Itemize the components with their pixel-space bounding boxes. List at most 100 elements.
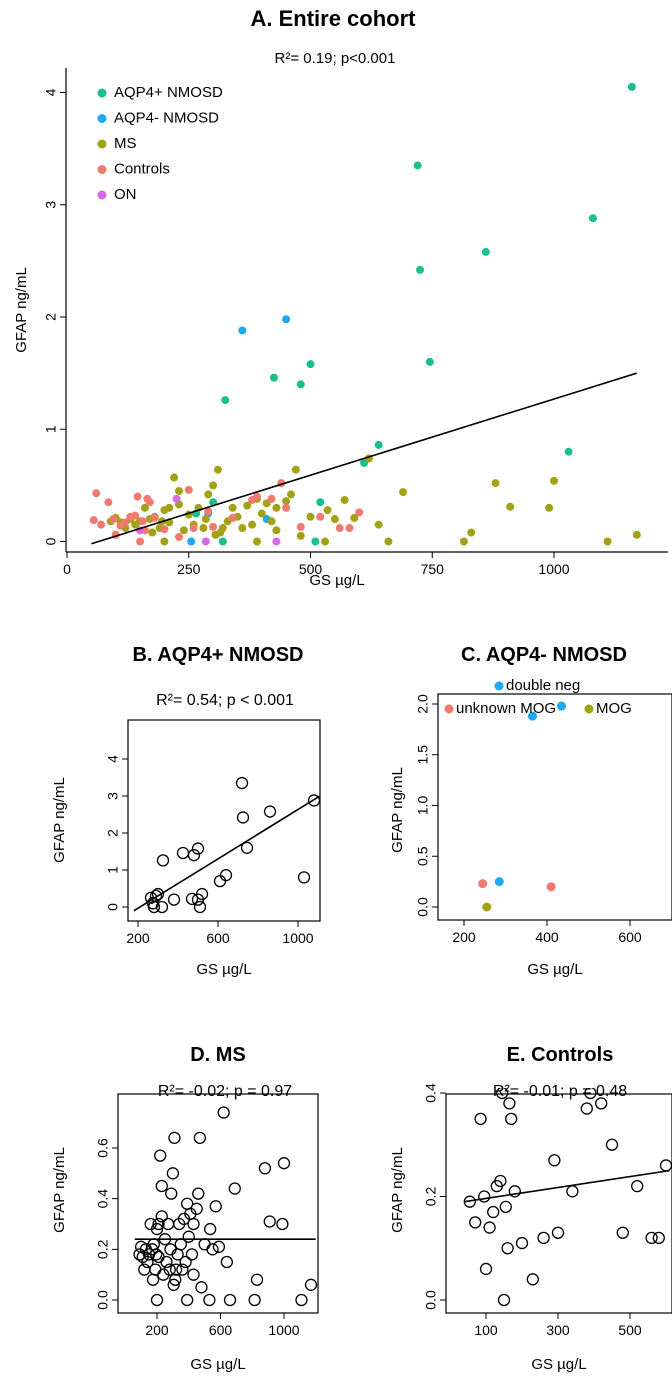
data-point <box>605 1138 619 1151</box>
legend-swatch <box>97 88 107 98</box>
data-point <box>291 465 300 474</box>
data-point <box>238 524 247 533</box>
data-point <box>632 530 641 539</box>
data-point <box>425 357 434 366</box>
data-point <box>296 522 305 531</box>
data-point <box>155 1210 168 1223</box>
data-point <box>235 776 249 790</box>
panel-e: E. Controls R²= -0.01; p = 0.48 100 300 500 0… <box>389 1044 672 1373</box>
data-point <box>166 1167 180 1180</box>
legend-label: AQP4- NMOSD <box>114 109 219 126</box>
y-axis-label: GFAP ng/mL <box>51 1147 68 1233</box>
x-tick-label: 1000 <box>282 930 313 946</box>
data-point <box>169 1273 182 1286</box>
data-point <box>616 1226 629 1239</box>
data-point <box>306 512 315 521</box>
regression-line <box>464 1169 670 1203</box>
data-point <box>131 520 140 529</box>
x-axis-label: GS µg/L <box>527 961 582 978</box>
data-point <box>659 1159 672 1172</box>
plot-area <box>463 1088 672 1307</box>
data-point <box>187 1268 200 1281</box>
chart-title: B. AQP4+ NMOSD <box>133 644 304 666</box>
data-point <box>374 440 383 449</box>
data-point <box>192 1187 205 1200</box>
data-point <box>248 520 257 529</box>
data-point <box>399 488 408 497</box>
legend-swatch <box>97 165 107 174</box>
x-tick-label: 1000 <box>538 561 569 577</box>
data-point <box>276 1217 289 1231</box>
data-point <box>304 1278 318 1291</box>
data-point <box>204 490 213 499</box>
data-point <box>228 1182 241 1195</box>
y-tick-label: 4 <box>43 88 59 96</box>
data-point <box>243 501 252 510</box>
data-point <box>580 1102 593 1115</box>
data-point <box>156 854 170 867</box>
y-tick-label: 0 <box>105 903 121 911</box>
data-point <box>479 1262 493 1276</box>
data-point <box>503 1097 516 1110</box>
data-point <box>603 537 612 546</box>
data-point <box>355 508 364 517</box>
data-point <box>148 528 157 537</box>
data-point <box>195 1281 208 1294</box>
data-point <box>282 497 291 506</box>
data-point <box>550 476 558 485</box>
data-point <box>174 1238 187 1251</box>
data-point <box>321 537 330 546</box>
x-axis-label: GS µg/L <box>190 1356 245 1373</box>
data-point <box>185 892 199 906</box>
y-tick-label: 1.0 <box>415 796 431 816</box>
data-point <box>297 871 311 884</box>
data-point <box>323 506 332 515</box>
x-tick-label: 0 <box>63 561 71 577</box>
chart-subtitle: R²= 0.54; p < 0.001 <box>156 692 294 709</box>
data-point <box>146 1273 160 1286</box>
data-point <box>221 396 230 405</box>
y-tick-label: 0.2 <box>95 1239 111 1259</box>
data-point <box>209 522 218 531</box>
data-point <box>154 1149 167 1162</box>
regression-line <box>91 372 638 545</box>
plot-area <box>478 701 567 912</box>
legend-swatch <box>97 190 107 200</box>
data-point <box>515 1236 529 1250</box>
data-point <box>325 752 336 763</box>
plot-area <box>133 752 336 914</box>
y-tick-label: 0.4 <box>95 1189 111 1209</box>
data-point <box>228 513 237 522</box>
data-point <box>496 1088 509 1100</box>
data-point <box>172 494 181 503</box>
data-point <box>133 1248 146 1261</box>
x-tick-label: 200 <box>145 1322 169 1338</box>
data-point <box>584 1088 597 1100</box>
data-point <box>240 841 254 854</box>
data-point <box>494 877 504 887</box>
data-point <box>109 515 118 524</box>
data-point <box>250 1273 264 1286</box>
data-point <box>161 1217 175 1231</box>
data-point <box>204 1222 217 1236</box>
data-point <box>272 503 281 512</box>
data-point <box>220 1255 234 1269</box>
x-tick-label: 200 <box>452 929 476 945</box>
data-point <box>267 494 276 503</box>
data-point <box>134 1240 148 1253</box>
data-point <box>204 507 213 516</box>
legend-label: unknown MOG <box>456 700 556 717</box>
legend-label: double neg <box>506 677 580 694</box>
data-point <box>193 900 207 914</box>
data-point <box>482 902 492 912</box>
data-point <box>306 360 315 369</box>
y-tick-label: 4 <box>105 755 121 763</box>
y-tick-label: 3 <box>43 201 59 209</box>
legend-label: ON <box>114 186 137 203</box>
chart-subtitle: R²= -0.01; p = 0.48 <box>493 1083 627 1100</box>
data-point <box>201 537 210 546</box>
chart-title: A. Entire cohort <box>250 6 416 31</box>
data-point <box>267 517 276 526</box>
data-point <box>627 82 636 91</box>
x-tick-label: 250 <box>177 561 201 577</box>
